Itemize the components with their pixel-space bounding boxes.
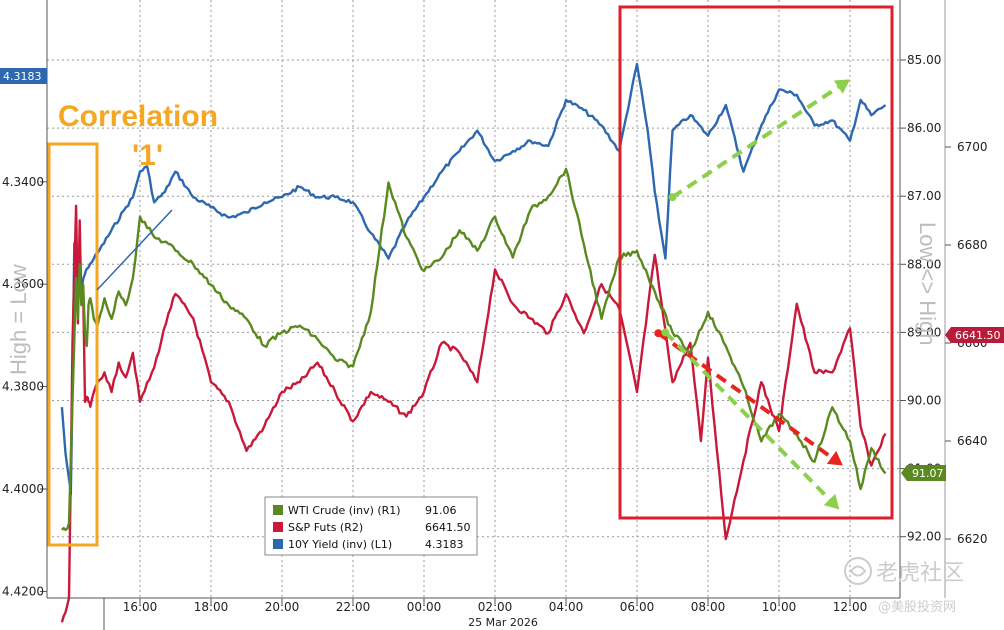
watermark-logo-icon [844,557,872,585]
yield-last-value: 4.3183 [3,70,42,83]
watermark-brand: 老虎社区 [876,561,964,586]
series-line-yield [60,62,887,496]
legend-swatch-spx [273,522,283,532]
date-label: 25 Mar 2026 [468,616,538,629]
left-tick-label: 4.4000 [2,482,44,496]
x-tick-label: 04:00 [549,600,584,614]
legend: WTI Crude (inv) (R1) 91.06 S&P Futs (R2)… [264,496,478,556]
r1-axis-label: Low <> High [915,222,940,346]
r1-tick-label: 85.00 [907,53,941,67]
wti-last-value: 91.07 [912,467,944,480]
wti-last-tag: 91.07 [901,465,946,481]
x-tick-label: 16:00 [123,600,158,614]
highlight-boxes [47,5,894,547]
r1-tick-label: 86.00 [907,121,941,135]
x-tick-label: 20:00 [265,600,300,614]
left-tick-label: 4.3600 [2,277,44,291]
yield-last-tag: 4.3183 [0,68,47,84]
x-tick-label: 18:00 [194,600,229,614]
r1-tick-label: 92.00 [907,530,941,544]
r2-tick-label: 6640 [957,434,988,448]
orange-callout-line [96,209,173,291]
r2-tick-label: 6700 [957,140,988,154]
annotation-line2: '1' [132,139,163,172]
annotation-line1: Correlation [58,100,218,133]
left-tick-label: 4.3400 [2,175,44,189]
x-tick-label: 00:00 [407,600,442,614]
watermark: 老虎社区 @美股投资网 [844,557,964,615]
series-layer [60,62,887,623]
series-line-wti [61,167,887,532]
series-line-spx [60,204,887,623]
x-tick-label: 12:00 [833,600,868,614]
r1-tick-label: 89.00 [907,325,941,339]
spx-last-value: 6641.50 [955,329,1001,342]
r1-tick-label: 90.00 [907,394,941,408]
legend-item-yield: 10Y Yield (inv) (L1) 4.3183 [273,538,464,551]
left-axis-label: High = Low [6,264,31,375]
x-tick-label: 22:00 [336,600,371,614]
legend-item-spx: S&P Futs (R2) 6641.50 [273,521,471,534]
r2-tick-label: 6680 [957,238,988,252]
r1-tick-label: 88.00 [907,257,941,271]
arrow-spx-trend [654,329,843,466]
x-tick-label: 10:00 [762,600,797,614]
arrow-yield-trend [668,79,850,202]
r2-axis-ticks: 670066806660664066206600 [945,140,988,546]
legend-value-yield: 4.3183 [425,538,464,551]
legend-value-wti: 91.06 [425,504,457,517]
x-tick-label: 06:00 [620,600,655,614]
left-tick-label: 4.3800 [2,380,44,394]
legend-value-spx: 6641.50 [425,521,471,534]
legend-swatch-yield [273,539,283,549]
legend-swatch-wti [273,505,283,515]
arrow-wti-trend [661,328,840,510]
trend-arrows [654,79,850,510]
left-tick-label: 4.4200 [2,584,44,598]
x-tick-label: 02:00 [478,600,513,614]
legend-item-wti: WTI Crude (inv) (R1) 91.06 [273,504,457,517]
x-tick-label: 08:00 [691,600,726,614]
spx-last-tag: 6641.50 [945,327,1004,343]
legend-label-wti: WTI Crude (inv) (R1) [288,504,401,517]
legend-label-yield: 10Y Yield (inv) (L1) [288,538,392,551]
legend-label-spx: S&P Futs (R2) [288,521,363,534]
watermark-sub: @美股投资网 [878,599,956,615]
red-highlight-box [618,5,894,520]
r1-tick-label: 87.00 [907,189,941,203]
r2-tick-label: 6620 [957,532,988,546]
x-axis-ticks: 16:00 18:00 20:00 22:00 00:00 02:00 04:00 06:00… [123,598,868,614]
orange-highlight-box [47,142,99,547]
